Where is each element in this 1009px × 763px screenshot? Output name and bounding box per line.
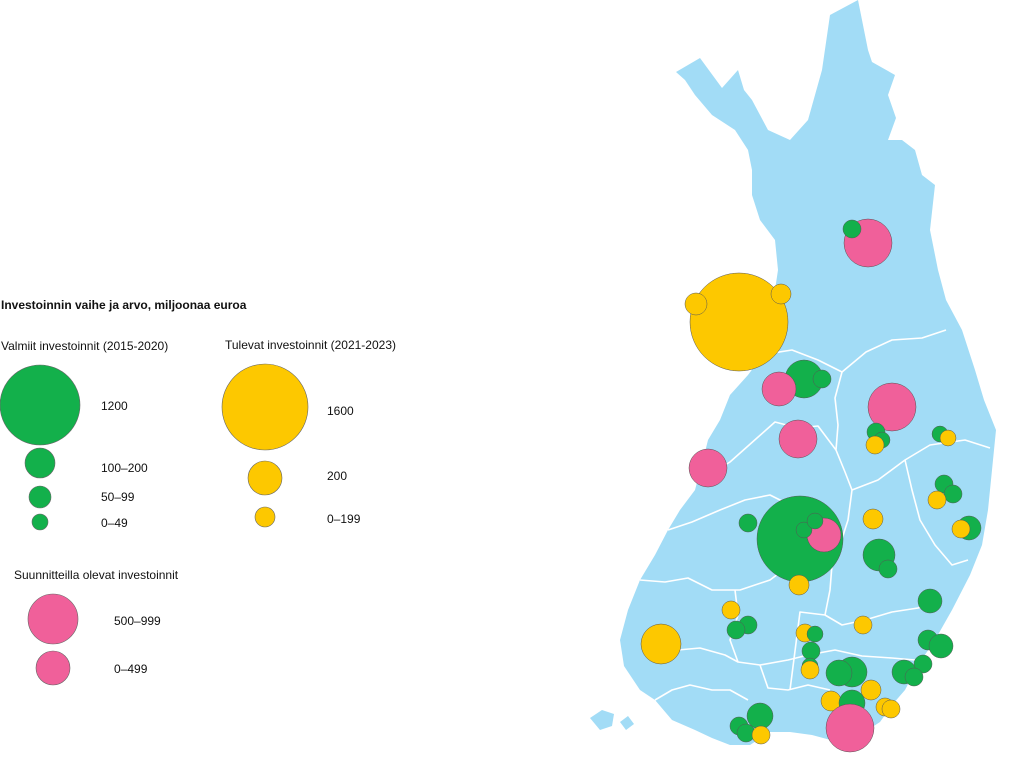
- legend-completed-label-1: 1200: [101, 399, 128, 413]
- upcoming-investment-marker: [881, 699, 901, 719]
- completed-investment-marker: [806, 625, 824, 643]
- planned-investment-marker: [867, 382, 917, 432]
- completed-investment-marker: [842, 219, 862, 239]
- upcoming-investment-marker: [788, 574, 810, 596]
- upcoming-investment-marker: [927, 490, 947, 510]
- upcoming-investment-marker: [640, 623, 682, 665]
- upcoming-investment-marker: [721, 600, 741, 620]
- completed-investment-marker: [812, 369, 832, 389]
- aland-islands: [590, 710, 634, 730]
- planned-investment-marker: [825, 703, 875, 753]
- upcoming-investment-marker: [860, 679, 882, 701]
- completed-investment-marker: [806, 512, 824, 530]
- legend-completed-label-2: 100–200: [101, 461, 148, 475]
- legend-upcoming-0-199-symbol: [254, 506, 276, 528]
- completed-investment-marker: [904, 667, 924, 687]
- legend-planned-label-2: 0–499: [114, 662, 148, 676]
- upcoming-investment-marker: [751, 725, 771, 745]
- legend-completed-1200-symbol: [0, 364, 81, 446]
- legend-completed-50-99-symbol: [28, 485, 52, 509]
- legend-planned-label-1: 500–999: [114, 614, 161, 628]
- completed-investment-marker: [738, 513, 758, 533]
- legend-upcoming-200-symbol: [247, 460, 283, 496]
- planned-investment-marker: [761, 371, 797, 407]
- upcoming-investment-marker: [939, 429, 957, 447]
- upcoming-investment-marker: [689, 272, 789, 372]
- legend-completed-label-3: 50–99: [101, 490, 135, 504]
- legend-upcoming-1600-symbol: [221, 363, 309, 451]
- legend-completed-0-49-symbol: [31, 513, 49, 531]
- planned-investment-marker: [688, 448, 728, 488]
- completed-investment-marker: [801, 641, 821, 661]
- legend-title: Investoinnin vaihe ja arvo, miljoonaa eu…: [1, 298, 247, 312]
- completed-investment-marker: [878, 559, 898, 579]
- legend-planned-heading: Suunnitteilla olevat investoinnit: [14, 568, 179, 582]
- completed-investment-marker: [943, 484, 963, 504]
- legend-completed-100-200-symbol: [24, 447, 56, 479]
- legend-upcoming-heading: Tulevat investoinnit (2021-2023): [225, 338, 396, 352]
- completed-investment-marker: [928, 633, 954, 659]
- upcoming-investment-marker: [800, 660, 820, 680]
- legend-planned-0-499-symbol: [35, 650, 71, 686]
- legend-completed-label-4: 0–49: [101, 516, 128, 530]
- upcoming-investment-marker: [684, 292, 708, 316]
- upcoming-investment-marker: [862, 508, 884, 530]
- completed-investment-marker: [917, 588, 943, 614]
- legend-upcoming-label-2: 200: [327, 469, 348, 483]
- completed-investment-marker: [746, 702, 774, 730]
- planned-investment-marker: [778, 419, 818, 459]
- legend-upcoming-label-3: 0–199: [327, 512, 361, 526]
- legend-completed-heading: Valmiit investoinnit (2015-2020): [1, 339, 169, 353]
- upcoming-investment-marker: [951, 519, 971, 539]
- legend-symbols: [0, 363, 309, 686]
- completed-investment-marker: [913, 654, 933, 674]
- completed-investment-marker: [795, 521, 813, 539]
- upcoming-investment-marker: [865, 435, 885, 455]
- legend-upcoming-label-1: 1600: [327, 404, 354, 418]
- completed-investment-marker: [825, 659, 853, 687]
- upcoming-investment-marker: [853, 615, 873, 635]
- legend-planned-500-999-symbol: [27, 593, 79, 645]
- completed-investment-marker: [726, 620, 746, 640]
- investment-markers: [640, 218, 982, 753]
- upcoming-investment-marker: [770, 283, 792, 305]
